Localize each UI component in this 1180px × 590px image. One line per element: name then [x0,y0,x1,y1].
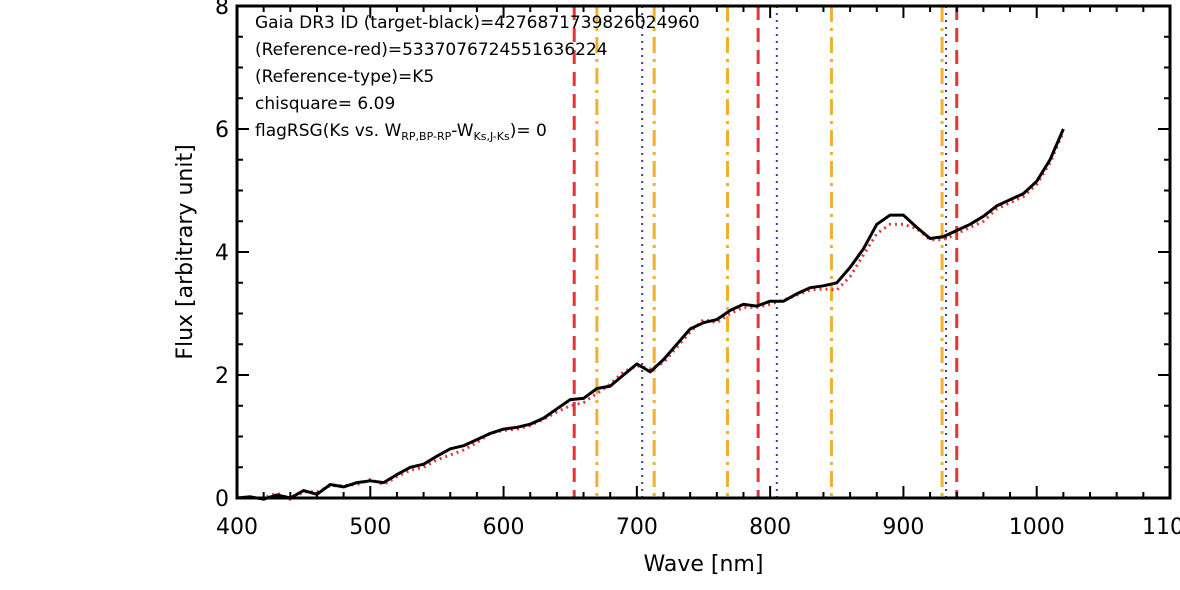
flag-mid: -W [451,121,473,141]
y-tick-label: 4 [215,241,229,266]
series-line-0 [236,128,1065,501]
x-tick-label: 800 [749,515,791,540]
y-axis-title: Flux [arbitrary unit] [173,144,198,359]
annotation-gaia-id: Gaia DR3 ID (target-black)=4276871739826… [255,13,700,33]
annotation-chisquare: chisquare= 6.09 [255,94,395,114]
flag-suffix: )= 0 [510,121,547,141]
x-tick-label: 400 [216,515,258,540]
flag-subscript-2: Ks,J-Ks [474,130,510,143]
annotation-reference-red: (Reference-red)=5337076724551636224 [255,40,608,60]
y-tick-label: 8 [215,0,229,20]
annotation-flag-rsg: flagRSG(Ks vs. WRP,BP-RP-WKs,J-Ks)= 0 [255,121,547,143]
spectrum-series [236,128,1065,501]
y-tick-label: 2 [215,364,229,389]
reference-lines [572,6,959,498]
axis-ticks [236,5,1171,499]
flag-prefix: flagRSG(Ks vs. W [255,121,401,141]
x-tick-label: 1000 [1009,515,1065,540]
x-tick-label: 700 [616,515,658,540]
x-tick-label: 600 [483,515,525,540]
y-tick-label: 0 [215,487,229,512]
y-tick-label: 6 [215,118,229,143]
series-line-1 [236,131,1065,501]
annotation-reference-type: (Reference-type)=K5 [255,67,434,87]
x-tick-label: 900 [882,515,924,540]
x-tick-label: 500 [349,515,391,540]
x-axis-title: Wave [nm] [644,552,764,577]
flag-subscript-1: RP,BP-RP [401,130,451,143]
